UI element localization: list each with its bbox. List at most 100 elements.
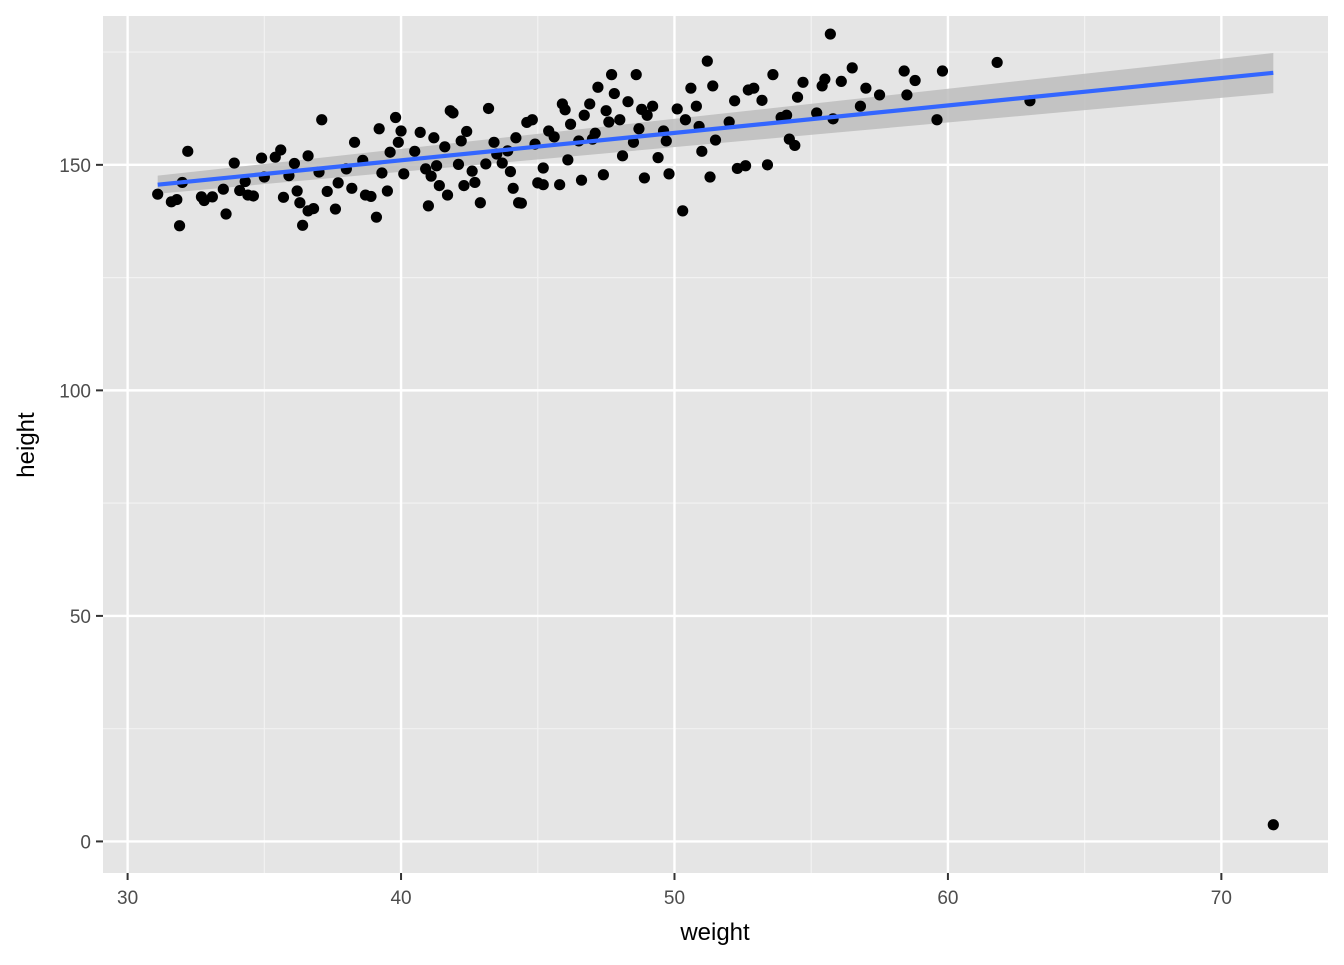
data-point	[589, 127, 601, 139]
data-point	[622, 96, 634, 108]
y-tick-label: 100	[59, 381, 91, 402]
data-point	[307, 202, 320, 215]
data-point	[603, 116, 615, 128]
data-point	[452, 158, 465, 170]
data-point	[704, 171, 716, 183]
data-point	[671, 103, 683, 115]
data-point	[398, 168, 410, 180]
data-point	[931, 114, 943, 126]
data-point	[482, 102, 495, 115]
data-point	[578, 109, 590, 121]
data-point	[739, 160, 752, 172]
data-point	[707, 80, 719, 92]
data-point	[597, 169, 609, 181]
data-point	[288, 157, 301, 170]
data-point	[797, 76, 809, 88]
data-point	[898, 65, 910, 77]
x-tick-label: 40	[390, 888, 411, 909]
data-point	[791, 91, 804, 103]
data-point	[690, 100, 702, 112]
data-point	[206, 191, 218, 203]
data-point	[171, 193, 183, 206]
y-tick-label: 150	[59, 156, 91, 177]
data-point	[1267, 819, 1279, 831]
data-point	[854, 100, 867, 112]
data-point	[614, 114, 626, 126]
data-point	[526, 114, 538, 126]
data-point	[507, 182, 519, 194]
data-point	[873, 89, 886, 101]
data-point	[748, 82, 760, 94]
data-point	[789, 139, 801, 152]
data-point	[425, 170, 437, 182]
data-point	[723, 116, 735, 128]
data-point	[537, 162, 549, 174]
data-point	[428, 132, 440, 144]
data-point	[991, 56, 1003, 69]
fit-line	[157, 70, 1274, 187]
data-point	[217, 183, 229, 195]
data-point	[447, 107, 459, 119]
y-tick-label: 0	[80, 832, 91, 853]
data-point	[496, 157, 508, 169]
data-point	[559, 104, 571, 116]
data-point	[152, 188, 164, 200]
data-point	[819, 73, 831, 85]
data-point	[701, 55, 713, 67]
data-point	[630, 69, 642, 81]
data-point	[647, 100, 659, 112]
data-point	[835, 75, 847, 88]
data-point	[515, 197, 527, 209]
data-point	[466, 165, 478, 177]
data-point	[458, 179, 470, 192]
data-point	[392, 136, 404, 148]
data-point	[302, 150, 314, 162]
data-point	[548, 131, 560, 143]
data-point	[294, 197, 306, 209]
data-point	[767, 69, 779, 81]
data-point	[696, 145, 708, 157]
data-point	[234, 184, 246, 197]
data-point	[329, 203, 342, 215]
data-point	[376, 167, 388, 179]
data-point	[608, 87, 620, 100]
data-point	[584, 98, 596, 110]
data-point	[761, 159, 774, 171]
data-point	[641, 109, 653, 121]
data-point	[365, 190, 377, 203]
data-point	[660, 135, 672, 147]
x-tick-label: 30	[117, 888, 138, 909]
y-axis-title: height	[13, 412, 40, 478]
data-point	[616, 150, 629, 162]
data-point	[860, 82, 872, 94]
data-point	[469, 176, 481, 189]
data-point	[409, 145, 421, 157]
data-point	[291, 185, 303, 197]
data-point	[430, 160, 443, 172]
data-point	[277, 191, 290, 203]
data-point	[370, 211, 383, 223]
data-point	[316, 114, 328, 126]
data-points	[152, 28, 1279, 831]
data-point	[600, 105, 612, 117]
data-point	[474, 197, 486, 209]
data-point	[537, 179, 549, 191]
data-point	[389, 111, 402, 124]
data-point	[685, 82, 697, 94]
data-point	[461, 125, 473, 138]
data-point	[373, 123, 385, 135]
data-point	[395, 125, 407, 137]
regression-line	[157, 70, 1274, 187]
data-point	[332, 177, 344, 189]
data-point	[780, 109, 793, 121]
data-point	[381, 185, 393, 197]
data-point	[562, 154, 574, 166]
x-axis-title: weight	[679, 919, 750, 946]
data-point	[348, 136, 361, 148]
data-point	[677, 205, 689, 217]
data-point	[173, 220, 186, 232]
data-point	[663, 168, 675, 180]
data-point	[422, 200, 434, 212]
data-point	[846, 62, 858, 74]
